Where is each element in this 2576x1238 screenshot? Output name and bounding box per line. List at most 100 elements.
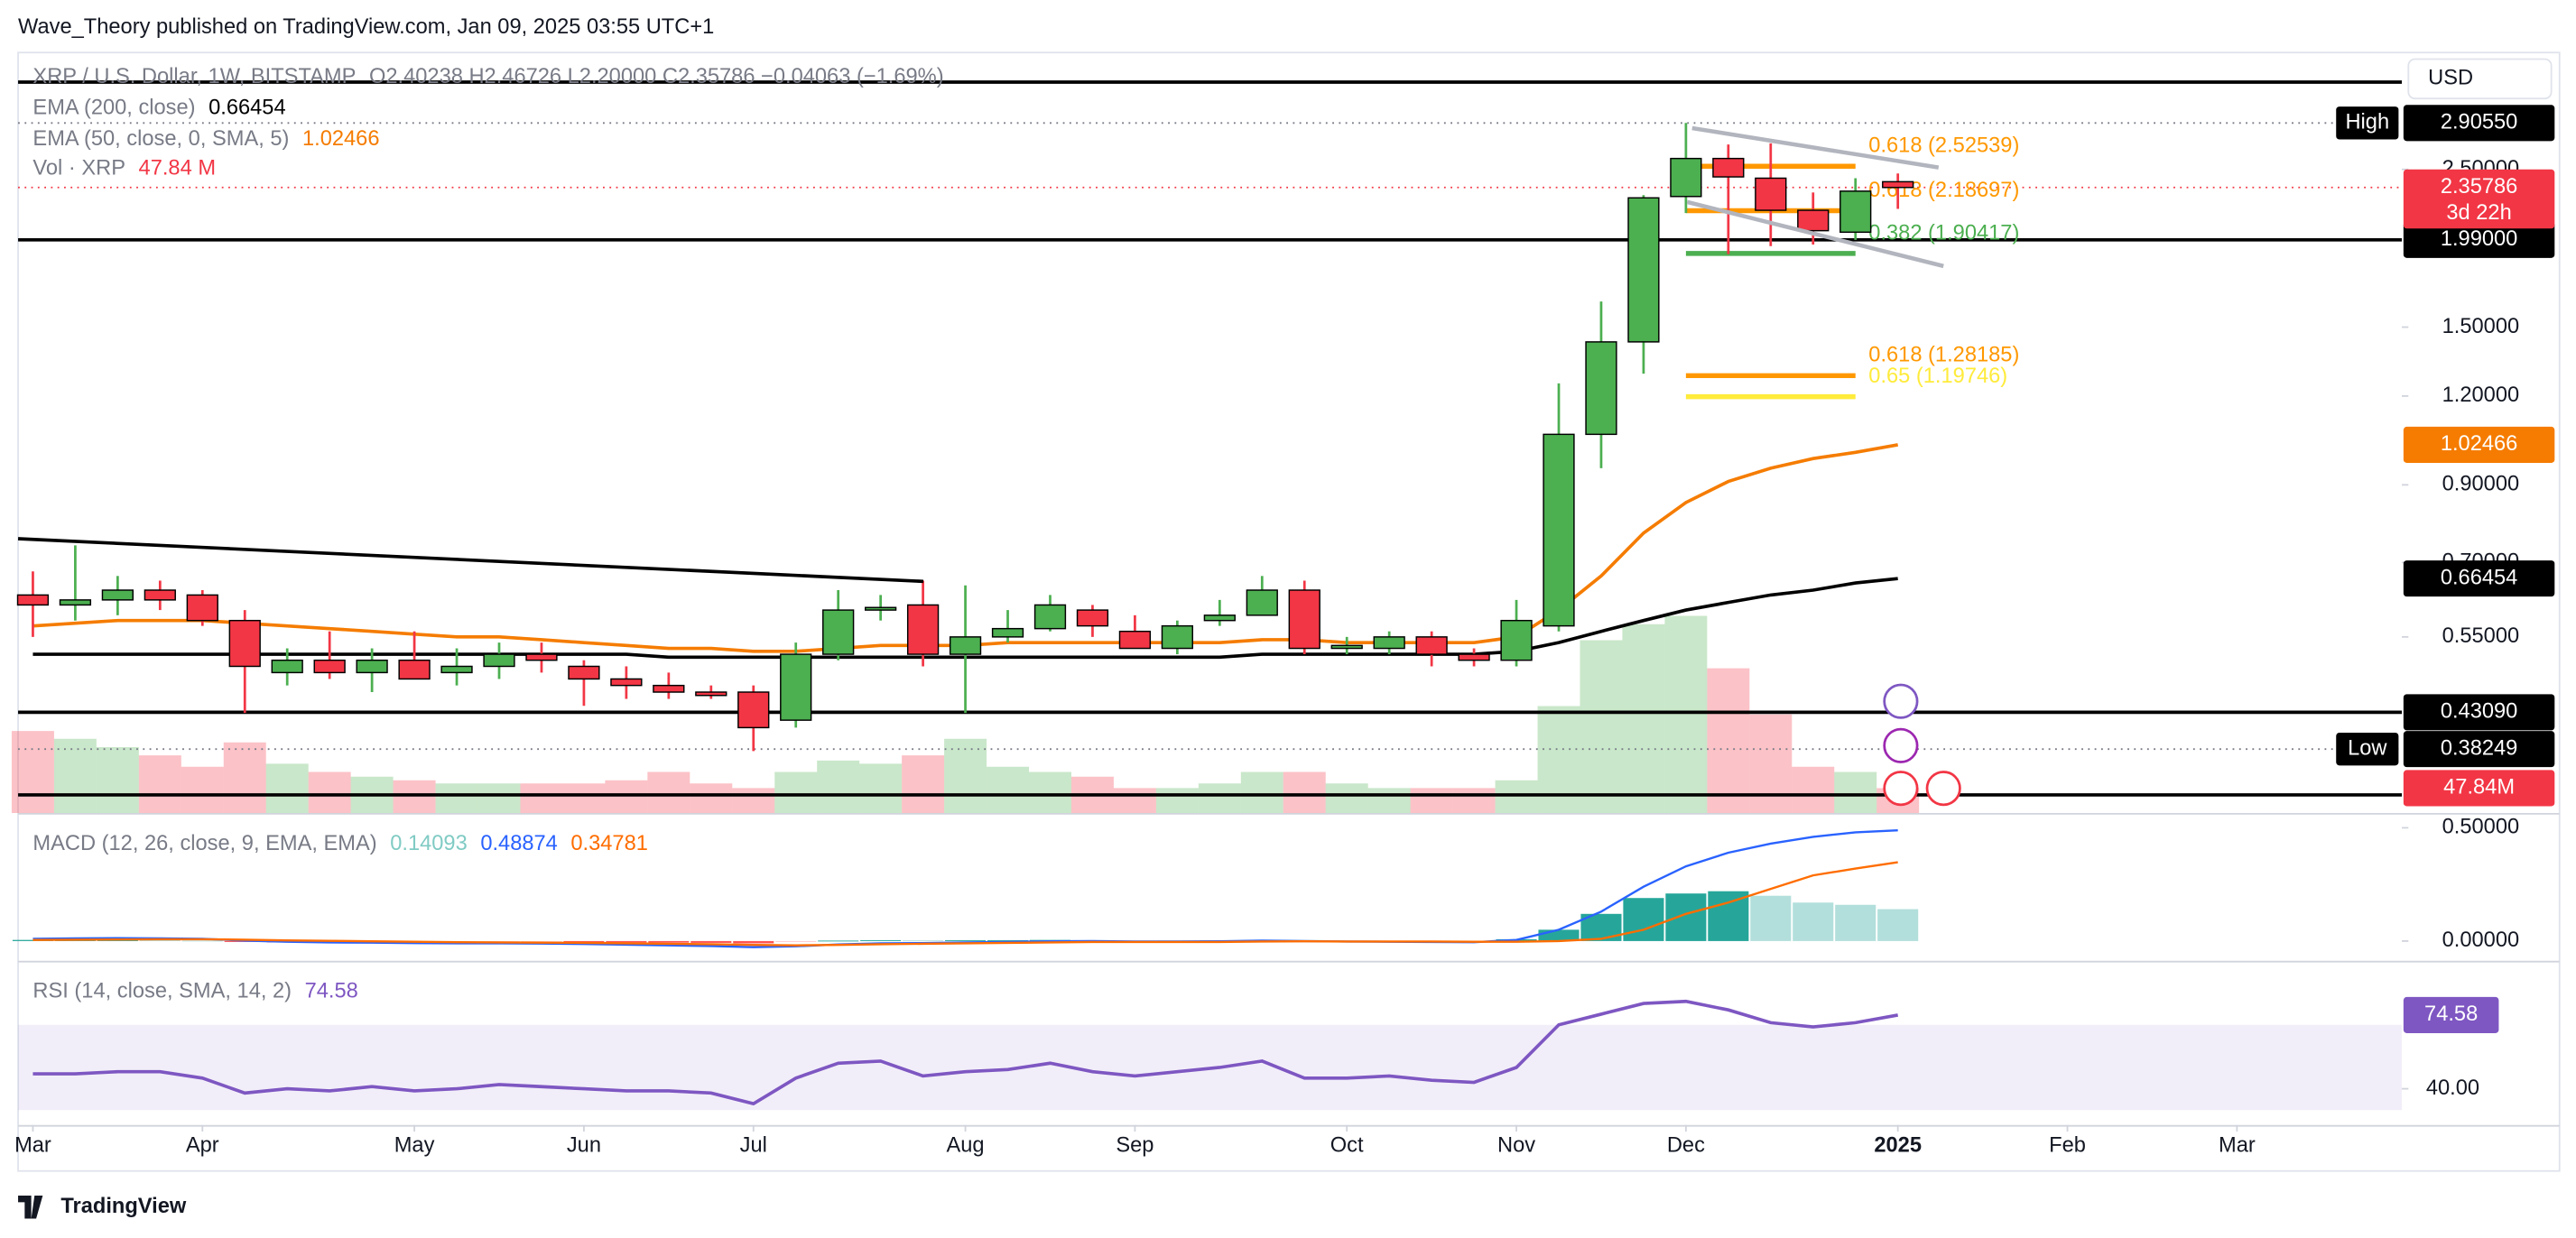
price-tag-marker — [2336, 732, 2399, 766]
price-tag-label: 2.90550 — [2441, 111, 2518, 134]
volume-area — [1113, 788, 1156, 813]
legend-name: EMA (50, close, 0, SMA, 5) — [32, 127, 289, 151]
candle-body — [1203, 614, 1236, 622]
macd-histogram-bar — [903, 940, 944, 942]
candle-body — [440, 665, 473, 674]
candle-body — [1797, 209, 1830, 232]
volume-area — [774, 771, 818, 813]
volume-area — [987, 766, 1030, 813]
y-tick-label: 0.00000 — [2442, 928, 2520, 952]
candle-body — [1415, 636, 1448, 655]
price-tag — [2403, 731, 2555, 768]
volume-area — [1664, 615, 1708, 813]
currency-box[interactable] — [2407, 58, 2553, 100]
candle-body — [398, 659, 431, 680]
price-tag-label: 1.02466 — [2441, 432, 2518, 456]
candle-body — [1882, 180, 1914, 189]
volume-tag-label: 47.84M — [2443, 776, 2515, 799]
event-icon[interactable] — [1883, 727, 1919, 763]
candle-body — [271, 659, 303, 674]
candle-body — [1118, 630, 1152, 650]
x-tick-label: Feb — [2049, 1134, 2086, 1158]
candle-body — [1500, 619, 1533, 661]
legend-value: 74.58 — [305, 980, 358, 1003]
price-tag — [2403, 694, 2555, 731]
candle-body — [865, 606, 897, 611]
volume-area — [1367, 788, 1411, 813]
candle-body — [186, 594, 218, 622]
volume-tag — [2403, 770, 2555, 807]
candle-body — [1288, 589, 1320, 650]
macd-histogram-bar — [1708, 891, 1749, 941]
volume-area — [223, 742, 266, 813]
macd-histogram-bar — [818, 940, 859, 942]
candle-body — [610, 678, 643, 687]
macd-histogram-bar — [945, 939, 987, 941]
candle-body — [737, 691, 770, 729]
volume-area — [1410, 788, 1453, 813]
candle-body — [991, 627, 1024, 638]
macd-histogram-bar — [1793, 902, 1834, 941]
volume-area — [1283, 771, 1326, 813]
candle-body — [822, 609, 855, 655]
candle-body — [1712, 157, 1745, 178]
legend-value: O2.40238 H2.46726 L2.20000 C2.35786 −0.0… — [369, 65, 944, 88]
candle-body — [1670, 157, 1702, 198]
rsi-tag-label: 74.58 — [2424, 1002, 2478, 1026]
legend-name: EMA (200, close) — [32, 96, 195, 119]
price-tag-sub: 3d 22h — [2446, 201, 2511, 225]
volume-area — [1834, 771, 1877, 813]
macd-histogram-bar — [987, 939, 1029, 941]
candle-body — [1839, 190, 1872, 234]
candle-body — [780, 653, 812, 721]
x-tick-label: Nov — [1497, 1134, 1535, 1158]
x-tick-label: Mar — [2219, 1134, 2256, 1158]
legend-value: 0.48874 — [480, 832, 558, 855]
y-tick-label: 1.50000 — [2442, 315, 2520, 338]
legend-name: XRP / U.S. Dollar, 1W, BITSTAMP — [32, 65, 356, 88]
y-tick-label: 0.55000 — [2442, 624, 2520, 648]
fib-label: 0.65 (1.19746) — [1868, 365, 2007, 388]
event-icon[interactable] — [1883, 683, 1919, 719]
frame — [17, 51, 2561, 1172]
trend-line — [17, 537, 924, 584]
volume-area — [1240, 771, 1283, 813]
volume-area — [1580, 640, 1623, 813]
candle-body — [1161, 624, 1193, 650]
x-tick-label: Dec — [1667, 1134, 1705, 1158]
candle-body — [228, 619, 261, 668]
macd-histogram-bar — [181, 940, 223, 942]
price-pane: 0.618 (2.52539)0.618 (2.18697)0.382 (1.9… — [11, 122, 2403, 813]
y-tick-label: 0.90000 — [2442, 473, 2520, 496]
macd-histogram-bar — [1665, 893, 1707, 941]
rsi-line — [32, 999, 1899, 1106]
candle-body — [356, 659, 388, 674]
volume-area — [138, 755, 181, 813]
rsi-tag — [2403, 996, 2499, 1033]
candle-body — [1246, 589, 1278, 616]
candle-body — [483, 653, 515, 668]
volume-area — [181, 766, 224, 813]
candle-body — [313, 659, 346, 674]
candle-body — [695, 691, 727, 697]
x-tick-label: Mar — [14, 1134, 51, 1158]
candle-body — [525, 653, 558, 661]
currency: USD — [2428, 67, 2473, 90]
volume-area — [393, 780, 436, 813]
volume-area — [1622, 624, 1665, 813]
publisher: Wave_Theory published on TradingView.com… — [18, 15, 714, 39]
footer-logo — [18, 1196, 43, 1219]
candle-body — [906, 604, 940, 655]
candle-body — [1373, 636, 1405, 650]
event-icon[interactable] — [1925, 771, 1961, 807]
event-icon[interactable] — [1883, 771, 1919, 807]
price-tag — [2403, 560, 2555, 597]
candle-body — [1458, 653, 1490, 661]
macd-histogram-bar — [1750, 895, 1792, 941]
candle-body — [59, 599, 92, 606]
volume-area — [1792, 766, 1835, 813]
price-tag-label: 1.99000 — [2441, 227, 2518, 251]
